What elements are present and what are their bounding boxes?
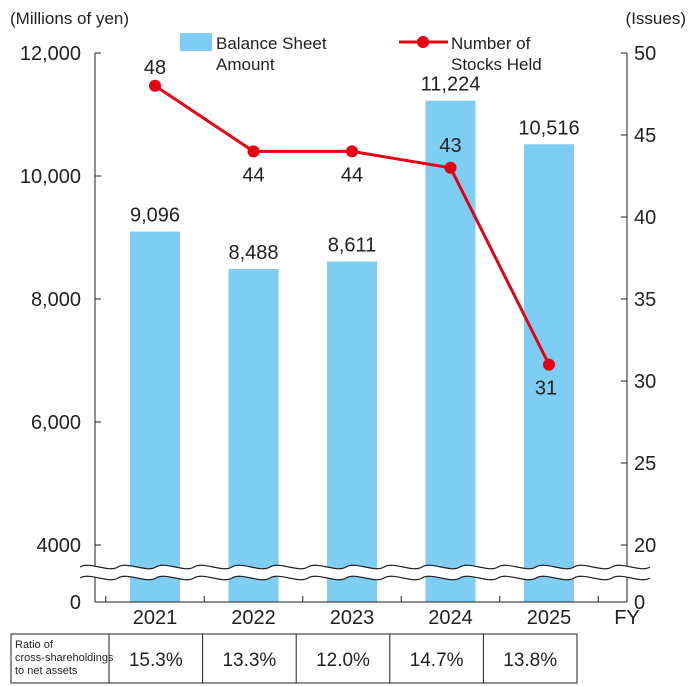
table-cell-ratio: 14.7%	[410, 650, 464, 671]
table-border	[10, 633, 578, 684]
axis-break-lower-wave	[79, 575, 651, 581]
x-axis-title: FY	[614, 607, 640, 629]
bar-value-label: 8,488	[228, 242, 278, 264]
line-value-label: 31	[535, 378, 557, 400]
table-cell-ratio: 15.3%	[129, 650, 183, 671]
stocks-held-point-2021	[149, 79, 161, 92]
bar-2022	[228, 268, 279, 602]
data-labels-layer: 9,096 8,488 8,611 11,224 10,516 48 44 44 43 31	[130, 57, 580, 400]
legend-line-marker	[417, 36, 429, 48]
right-tick-label: 45	[634, 125, 656, 147]
table-row-header-line: to net assets	[15, 665, 78, 677]
bar-value-label: 11,224	[421, 74, 481, 96]
left-tick-label: 4000	[37, 535, 82, 557]
table-row-header-line: cross-shareholdings	[15, 652, 114, 664]
left-tick-label: 10,000	[20, 166, 81, 188]
left-tick-label: 8,000	[31, 289, 81, 311]
axis-break-upper-wave	[79, 564, 651, 570]
table-cell-ratio: 13.3%	[222, 650, 276, 671]
stocks-held-point-2024	[444, 161, 457, 174]
x-tick-label: 2025	[527, 607, 572, 629]
legend-bar-label-line1: Balance Sheet	[216, 34, 327, 53]
line-value-label: 48	[144, 57, 166, 79]
bar-value-label: 8,611	[328, 234, 377, 256]
x-tick-label: 2023	[330, 607, 375, 629]
legend-line-label-line2: Stocks Held	[451, 55, 542, 74]
x-tick-label: 2024	[428, 607, 473, 629]
right-tick-label: 25	[634, 453, 656, 475]
legend-line-label-line1: Number of	[451, 34, 531, 53]
right-tick-label: 20	[634, 535, 656, 557]
bar-2023	[327, 261, 377, 602]
left-tick-label: 12,000	[20, 43, 81, 65]
legend: Balance Sheet Amount Number of Stocks He…	[180, 33, 542, 74]
right-tick-label: 50	[634, 43, 656, 65]
line-value-label: 44	[341, 164, 363, 186]
stocks-held-point-2022	[247, 145, 260, 158]
right-tick-label: 30	[634, 371, 656, 393]
table-row-header-line: Ratio of	[15, 639, 54, 651]
line-value-label: 44	[242, 164, 264, 186]
right-tick-label: 0	[634, 592, 645, 614]
left-tick-label: 0	[70, 592, 81, 614]
right-axis-title: (Issues)	[626, 9, 686, 28]
legend-bar-label-line2: Amount	[216, 55, 275, 74]
right-tick-label: 40	[634, 207, 656, 229]
bar-value-label: 10,516	[518, 117, 579, 139]
stocks-held-point-2023	[346, 145, 358, 158]
bar-2024	[425, 100, 476, 602]
line-series-layer	[149, 79, 555, 371]
bar-value-label: 9,096	[130, 205, 180, 227]
table-cell-ratio: 13.8%	[503, 650, 557, 671]
bar-2021	[130, 231, 180, 602]
table-cell-ratio: 12.0%	[316, 650, 370, 671]
bars-layer	[130, 100, 574, 603]
x-tick-label: 2022	[231, 607, 276, 629]
legend-bar-swatch	[180, 33, 212, 51]
bar-2025	[524, 144, 574, 603]
left-axis-title: (Millions of yen)	[10, 9, 129, 28]
right-tick-label: 35	[634, 289, 656, 311]
axes-layer: 12,000 10,000 8,000 6,000 4000 0 50 45 40 35 30 25 2…	[20, 43, 656, 629]
left-tick-label: 6,000	[31, 412, 81, 434]
x-tick-label: 2021	[133, 607, 178, 629]
line-value-label: 43	[439, 135, 461, 157]
axis-break	[79, 564, 651, 581]
stocks-held-point-2025	[543, 358, 555, 371]
